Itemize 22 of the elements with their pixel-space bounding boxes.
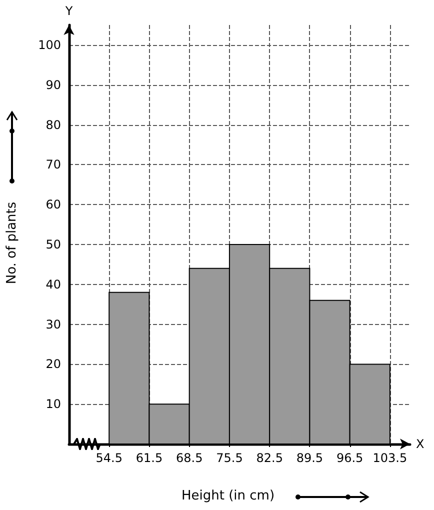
y-tick-label: 70: [46, 158, 61, 172]
text: X: [416, 437, 424, 451]
text: Y: [64, 4, 74, 18]
y-tick-label: 50: [46, 237, 61, 252]
x-tick-label: 61.5: [136, 451, 163, 465]
x-tick-label: 82.5: [256, 451, 283, 465]
x-tick-label: 89.5: [296, 451, 324, 465]
x-tick-label: 103.5: [372, 451, 408, 465]
x-axis-title: Height (in cm): [181, 488, 275, 504]
y-axis-title: No. of plants: [4, 202, 20, 284]
y-tick-label: 30: [46, 317, 61, 332]
x-tick-label: 75.5: [216, 451, 243, 465]
y-tick-label: 90: [46, 78, 61, 92]
x-tick-label: 96.5: [336, 451, 364, 465]
y-tick-label: 20: [46, 357, 61, 372]
y-tick-label: 40: [46, 277, 61, 292]
x-tick-label: 68.5: [176, 451, 203, 465]
y-tick-label: 80: [46, 118, 61, 132]
x-tick-label: 54.5: [96, 451, 122, 465]
y-tick-label: 100: [38, 38, 61, 52]
y-tick-label: 60: [46, 198, 61, 212]
y-tick-label: 10: [46, 397, 61, 412]
